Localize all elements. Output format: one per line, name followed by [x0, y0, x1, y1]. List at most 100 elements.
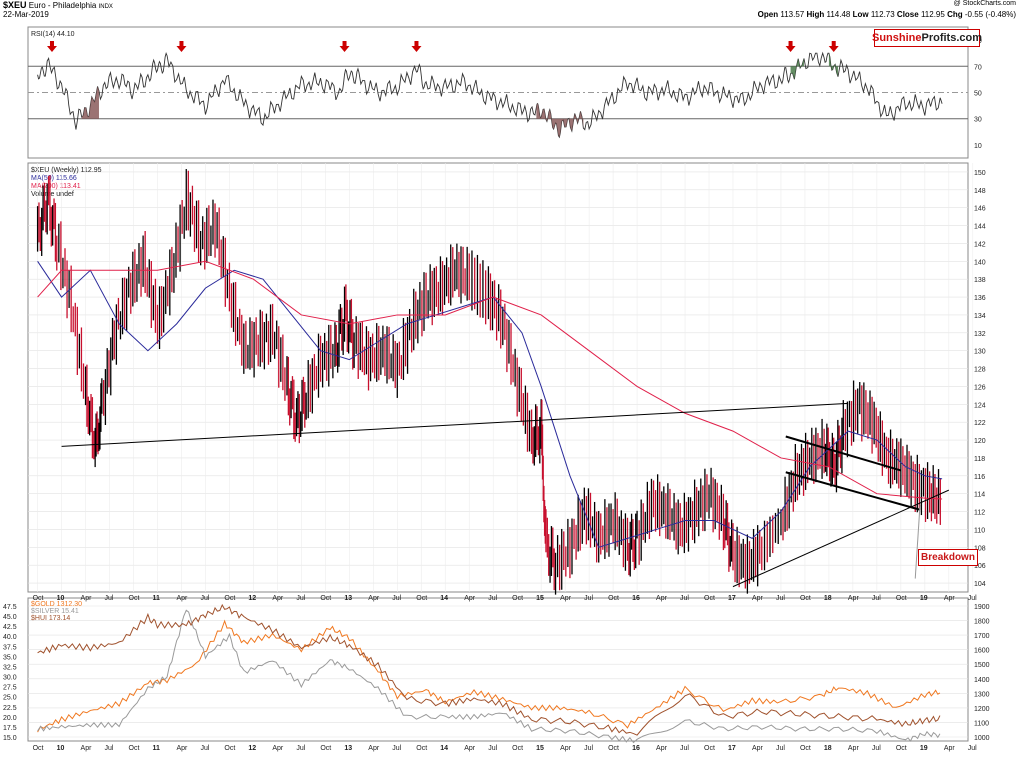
rsi-line	[37, 51, 943, 139]
ohlc-summary: Open 113.57 High 114.48 Low 112.73 Close…	[758, 10, 1016, 19]
close-value: 112.95	[920, 10, 945, 19]
price-x-tick-label: Oct	[704, 595, 715, 602]
metals-x-tick-label: Oct	[800, 745, 811, 752]
metals-right-tick-label: 1300	[974, 691, 990, 698]
metals-left-tick-label: 15.0	[3, 735, 17, 742]
metals-x-tick-label: Apr	[464, 745, 476, 752]
metals-x-tick-label: Jul	[200, 745, 209, 752]
price-tick-label: 126	[974, 384, 986, 391]
price-x-tick-label: Apr	[368, 595, 380, 602]
watermark-part2: Profits.com	[921, 32, 983, 44]
metals-x-tick-label: 11	[152, 745, 160, 752]
price-tick-label: 104	[974, 581, 986, 588]
price-x-tick-label: Jul	[296, 595, 305, 602]
price-x-tick-label: Jul	[200, 595, 209, 602]
gold-line	[37, 619, 941, 733]
metals-right-tick-label: 1100	[974, 720, 989, 727]
price-legend-item: MA(50) 115.66	[31, 175, 77, 182]
metals-x-tick-label: Oct	[512, 745, 523, 752]
metals-x-tick-label: Jul	[105, 745, 114, 752]
metals-x-tick-label: 13	[344, 745, 352, 752]
red-arrow-head	[46, 46, 57, 52]
price-tick-label: 148	[974, 188, 986, 195]
price-x-tick-label: 12	[248, 595, 256, 602]
red-arrow-head	[785, 46, 796, 52]
metals-x-tick-label: 19	[920, 745, 928, 752]
watermark-logo: Sunshine Profits.com	[871, 29, 983, 47]
price-tick-label: 120	[974, 438, 986, 445]
price-x-tick-label: Jul	[488, 595, 497, 602]
price-tick-label: 106	[974, 563, 986, 570]
metals-x-tick-label: Oct	[224, 745, 235, 752]
rsi-tick-label: 50	[974, 91, 982, 98]
price-x-tick-label: Jul	[680, 595, 689, 602]
price-legend-item: Volume undef	[31, 191, 74, 198]
metals-x-tick-label: Jul	[392, 745, 401, 752]
ma50-line	[37, 261, 943, 548]
price-tick-label: 136	[974, 295, 986, 302]
price-tick-label: 134	[974, 313, 986, 320]
red-arrow-head	[339, 46, 350, 52]
chg-label: Chg	[947, 10, 963, 19]
trendline	[732, 489, 950, 588]
metals-left-tick-label: 35.0	[3, 654, 17, 661]
chart-date: 22-Mar-2019	[3, 10, 49, 19]
price-tick-label: 110	[974, 527, 985, 534]
price-x-tick-label: Apr	[752, 595, 764, 602]
metals-right-tick-label: 1800	[974, 619, 990, 626]
metals-x-tick-label: Jul	[968, 745, 977, 752]
metals-right-tick-label: 1500	[974, 662, 990, 669]
metals-left-tick-label: 42.5	[3, 624, 17, 631]
rsi-overbought-fill-2017	[790, 58, 804, 80]
symbol: $XEU	[3, 0, 27, 10]
metals-x-tick-label: Apr	[656, 745, 668, 752]
metals-left-tick-label: 45.0	[3, 614, 17, 621]
metals-x-tick-label: Oct	[129, 745, 140, 752]
price-x-tick-label: Apr	[848, 595, 860, 602]
price-tick-label: 132	[974, 331, 986, 338]
metals-right-tick-label: 1400	[974, 677, 990, 684]
metals-x-tick-label: Jul	[584, 745, 593, 752]
metals-left-tick-label: 32.5	[3, 664, 17, 671]
metals-x-tick-label: Oct	[416, 745, 427, 752]
metals-left-tick-label: 30.0	[3, 675, 17, 682]
rsi-tick-label: 10	[974, 143, 982, 150]
metals-x-tick-label: Oct	[33, 745, 44, 752]
trendline	[785, 435, 902, 472]
price-x-tick-label: Oct	[129, 595, 140, 602]
metals-x-tick-label: Apr	[848, 745, 860, 752]
price-x-tick-label: 13	[344, 595, 352, 602]
metals-right-tick-label: 1600	[974, 648, 990, 655]
open-value: 113.57	[780, 10, 805, 19]
metals-x-tick-label: Oct	[704, 745, 715, 752]
close-label: Close	[896, 10, 919, 19]
price-legend-item: $XEU (Weekly) 112.95	[31, 167, 102, 174]
price-x-tick-label: Apr	[464, 595, 476, 602]
watermark-part1: Sunshine	[871, 32, 922, 44]
price-x-tick-label: Apr	[944, 595, 956, 602]
price-tick-label: 122	[974, 420, 986, 427]
low-label: Low	[852, 10, 869, 19]
rsi-oversold-fill-2015	[536, 103, 584, 138]
price-tick-label: 124	[974, 402, 986, 409]
metals-x-tick-label: Jul	[776, 745, 785, 752]
high-label: High	[806, 10, 825, 19]
price-x-tick-label: 15	[536, 595, 544, 602]
price-tick-label: 114	[974, 492, 985, 499]
price-tick-label: 112	[974, 510, 985, 517]
metals-x-tick-label: Oct	[608, 745, 619, 752]
metals-left-tick-label: 17.5	[3, 725, 17, 732]
metals-right-tick-label: 1900	[974, 604, 990, 611]
price-x-tick-label: Oct	[33, 595, 44, 602]
source-credit: @ StockCharts.com	[953, 0, 1016, 7]
red-arrow-shaft	[179, 41, 184, 46]
symbol-description: Euro - Philadelphia	[28, 1, 97, 10]
metals-right-tick-label: 1200	[974, 706, 990, 713]
metals-x-tick-label: 14	[440, 745, 448, 752]
price-x-tick-label: Apr	[176, 595, 188, 602]
price-tick-label: 116	[974, 474, 985, 481]
breakdown-pointer	[914, 504, 921, 579]
price-x-tick-label: Oct	[320, 595, 331, 602]
